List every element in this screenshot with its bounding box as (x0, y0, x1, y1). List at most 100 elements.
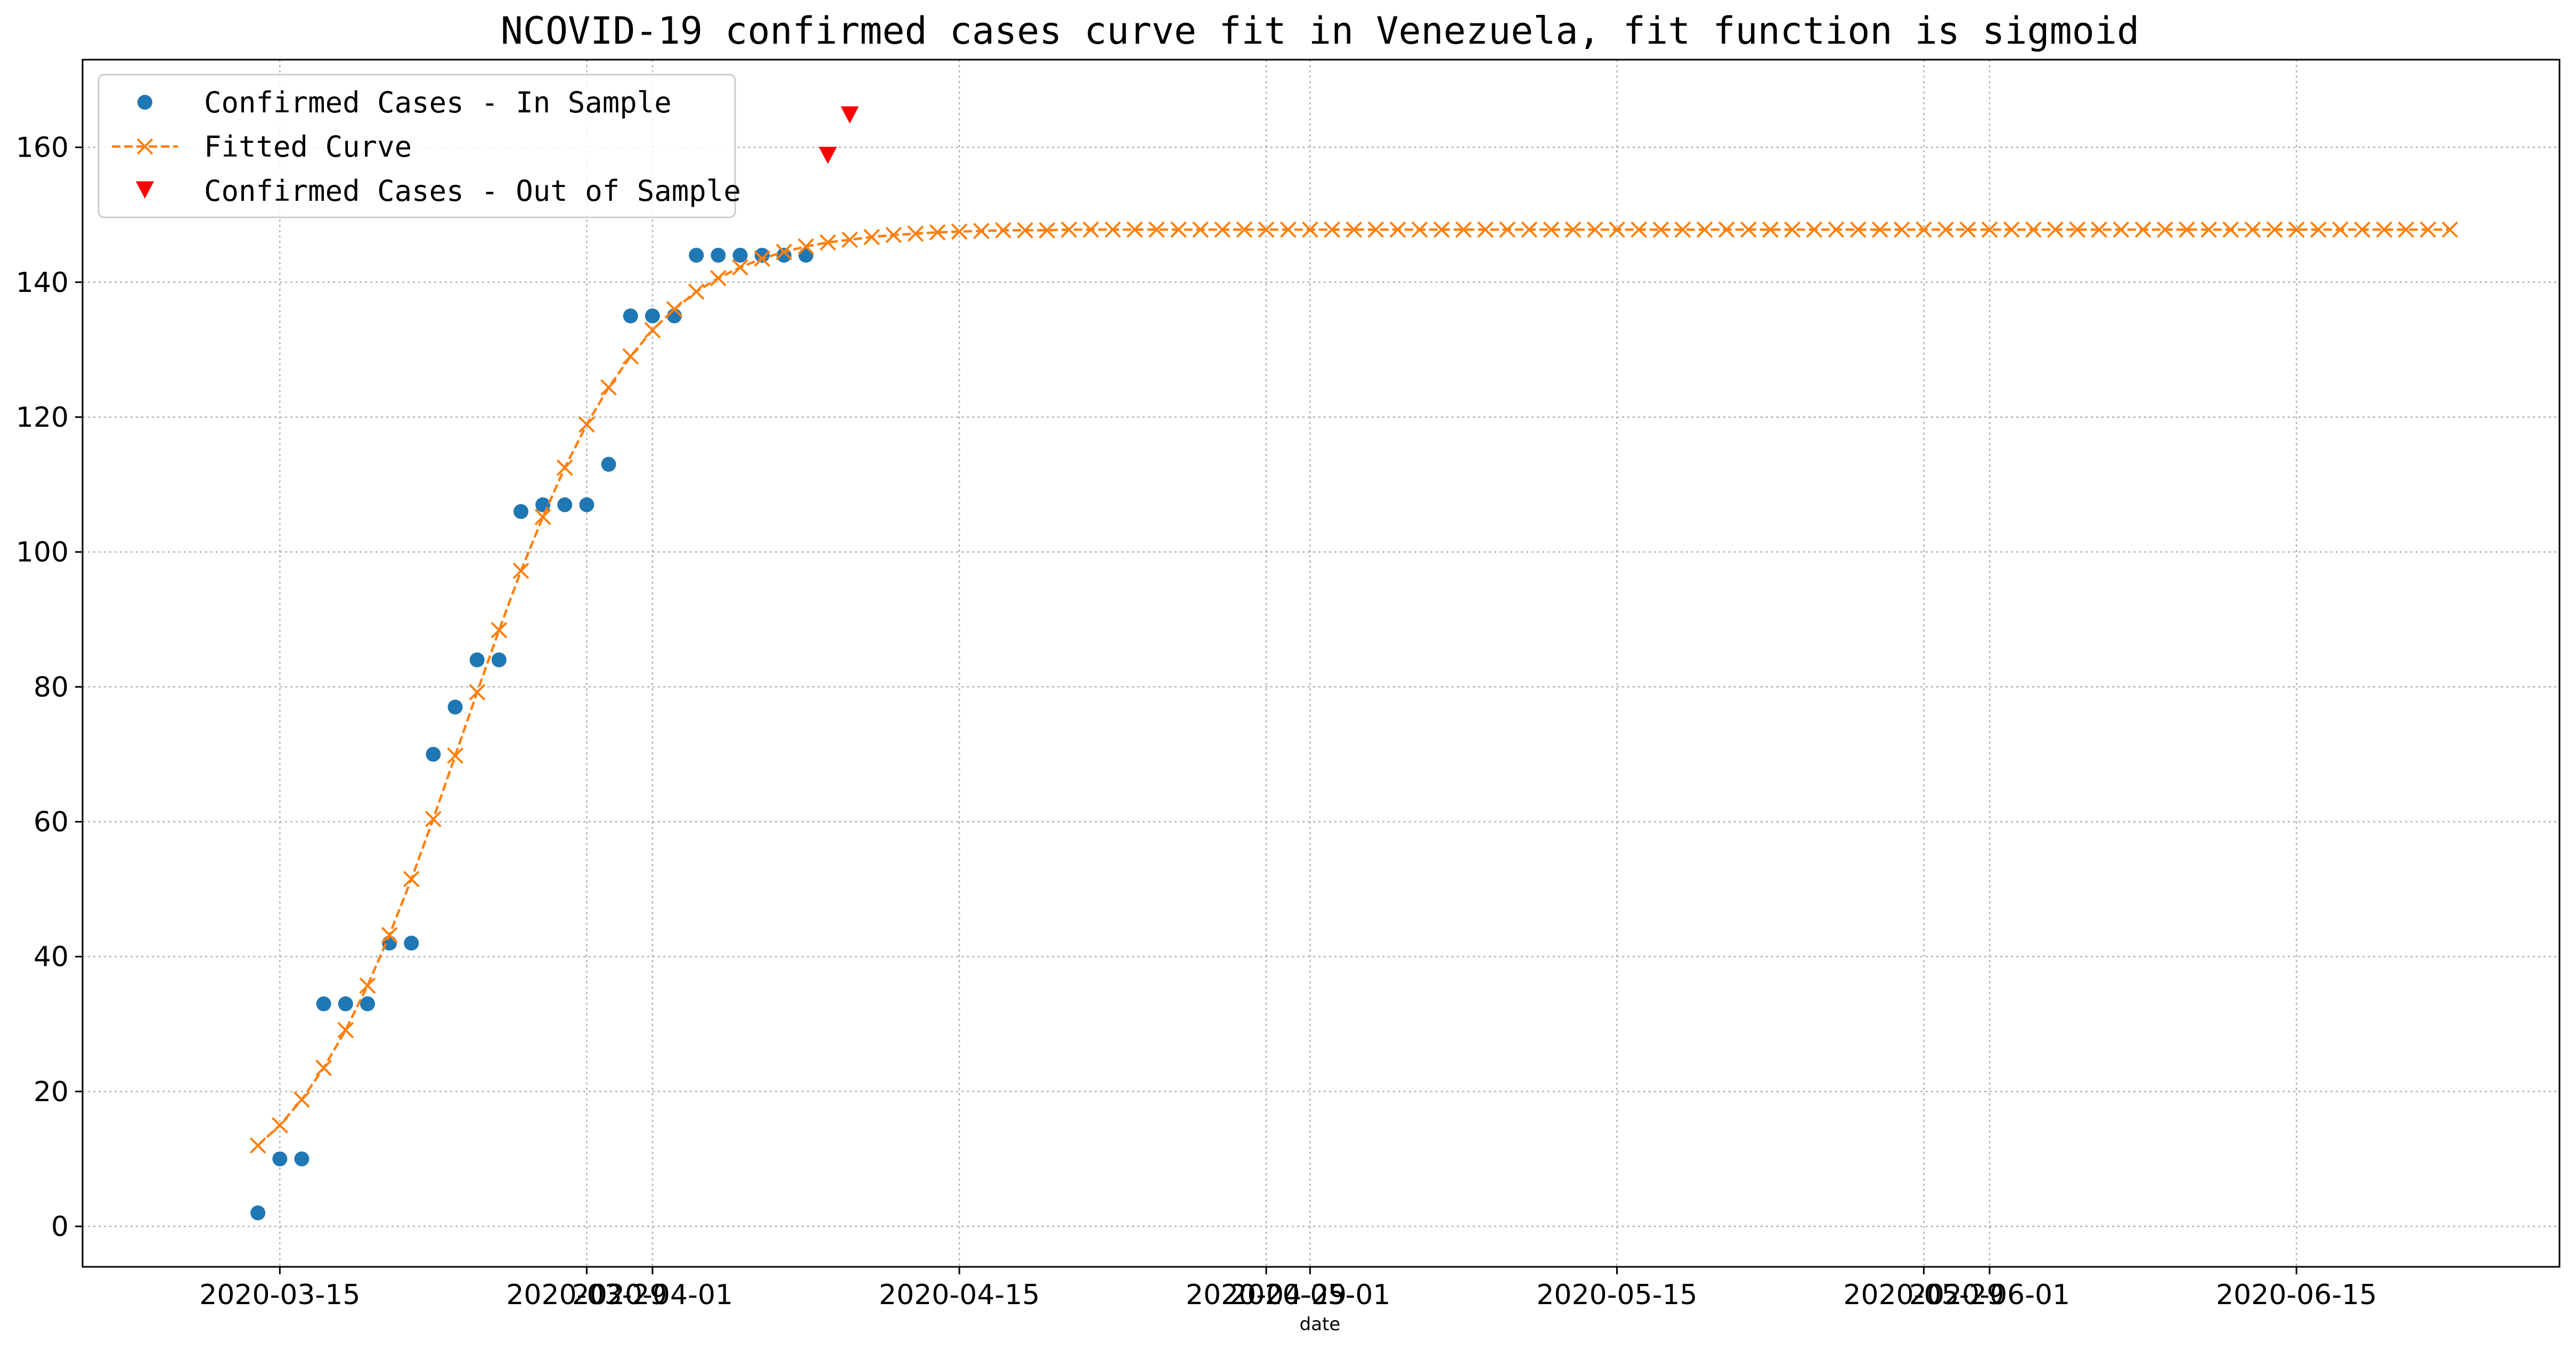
fitted-curve-point (1411, 221, 1428, 238)
fitted-curve-point (1894, 221, 1910, 238)
fitted-curve-point (294, 1091, 310, 1108)
fitted-curve-point (1631, 221, 1648, 238)
fitted-curve-point (2441, 221, 2458, 238)
in-sample-point (689, 248, 704, 263)
x-tick-label: 2020-06-15 (2216, 1279, 2377, 1311)
fitted-curve-point (907, 225, 924, 242)
in-sample-point (754, 248, 770, 263)
fitted-curve-point (1455, 221, 1472, 238)
fitted-curve-point (1039, 222, 1056, 239)
fitted-curve-point (1740, 221, 1757, 238)
fitted-curve-point (841, 231, 858, 248)
fitted-curve-point (2113, 221, 2130, 238)
fitted-curve-point (666, 300, 683, 318)
fitted-curve-point (534, 508, 551, 525)
x-tick-label: 2020-03-29 (506, 1279, 667, 1311)
fitted-curve-point (1302, 221, 1318, 238)
fitted-curve-point (447, 747, 463, 764)
axis-ticks: 0 20 40 60 80 100 120 140 160 2020-03-15 2020-03-2… (16, 132, 2377, 1311)
fitted-curve-point (1192, 221, 1209, 238)
fitted-curve-point (885, 226, 902, 243)
fitted-curve-point (2134, 221, 2151, 238)
fitted-curve-point (1915, 221, 1933, 238)
fitted-curve-point (2025, 221, 2042, 238)
legend-label: Fitted Curve (204, 130, 412, 164)
y-tick-label: 0 (51, 1211, 69, 1243)
fitted-curve-point (2354, 221, 2371, 238)
fitted-curve-point (2288, 221, 2305, 238)
x-tick-label: 2020-05-29 (1844, 1279, 2004, 1311)
x-tick-label: 2020-04-01 (572, 1279, 733, 1311)
in-sample-point (447, 699, 463, 715)
fitted-curve-point (1214, 221, 1231, 238)
fitted-curve-point (1126, 221, 1143, 238)
fitted-curve-point (1170, 221, 1187, 238)
x-tick-label: 2020-04-15 (879, 1279, 1040, 1311)
fitted-curve-point (2003, 221, 2020, 238)
legend-label: Confirmed Cases - Out of Sample (204, 174, 741, 208)
plot-frame (81, 59, 2561, 1268)
fitted-curve-point (512, 563, 529, 579)
in-sample-point (272, 1151, 288, 1167)
fitted-curve-point (315, 1060, 332, 1076)
y-tick-label: 120 (16, 402, 69, 434)
fitted-curve-point (1477, 221, 1494, 238)
in-sample-point (250, 1205, 266, 1220)
fitted-curve-point (644, 322, 661, 339)
fitted-curve-point (1959, 221, 1976, 238)
fitted-curve-point (469, 684, 486, 701)
fitted-curve-point (425, 811, 442, 827)
legend-label: Confirmed Cases - In Sample (204, 86, 672, 119)
fitted-curve-point (710, 270, 727, 287)
in-sample-point (426, 746, 441, 762)
legend-item: Confirmed Cases - In Sample (137, 86, 672, 119)
in-sample-point (601, 457, 616, 472)
fitted-curve-point (1652, 221, 1669, 238)
fitted-curve-point (2310, 221, 2327, 238)
fitted-curve-point (2398, 221, 2415, 238)
fitted-curve-point (2156, 221, 2173, 238)
in-sample-point (469, 652, 485, 668)
fitted-curve-point (1104, 221, 1121, 238)
fitted-curve-point (2419, 221, 2436, 238)
fitted-curve-point (1346, 221, 1363, 238)
fitted-curve-point (1367, 221, 1384, 238)
fitted-curve-point (1674, 221, 1691, 238)
legend: Confirmed Cases - In Sample Fitted Curve C… (97, 74, 741, 218)
fitted-curve-point (271, 1117, 288, 1134)
fitted-curve-point (1849, 221, 1866, 238)
fitted-curve-point (359, 977, 376, 994)
fitted-curve-point (951, 223, 968, 240)
fitted-curve-point (732, 259, 748, 276)
fitted-curve-point (1061, 221, 1078, 238)
fitted-curve-point (2332, 221, 2349, 238)
x-tick-label: 2020-03-15 (199, 1279, 360, 1311)
fitted-curve-point (754, 250, 771, 267)
fitted-curve-point (1564, 221, 1582, 238)
fitted-curve-point (1762, 221, 1779, 238)
legend-marker-in-sample (137, 95, 152, 110)
fitted-curve-point (578, 416, 595, 433)
fitted-curve-point (622, 348, 639, 365)
legend-marker-out-of-sample (136, 181, 154, 199)
fitted-curve-point (1258, 221, 1275, 238)
fitted-curve-point (1148, 221, 1165, 238)
fitted-curve-point (1696, 221, 1713, 238)
in-sample-point (579, 497, 594, 512)
fitted-curve-point (1806, 221, 1823, 238)
fitted-curve-point (1389, 221, 1406, 238)
legend-box (97, 74, 736, 218)
fitted-curve-point (1499, 221, 1516, 238)
in-sample-point (338, 996, 353, 1012)
fitted-curve-point (2091, 221, 2108, 238)
in-sample-point (294, 1151, 309, 1167)
fitted-curve-point (776, 243, 793, 261)
in-sample-point (404, 935, 419, 951)
fitted-curve-point (1082, 221, 1099, 238)
fitted-curve-point (994, 222, 1012, 239)
fitted-curve-point (2376, 221, 2393, 238)
legend-item: Confirmed Cases - Out of Sample (136, 174, 741, 208)
in-sample-point (535, 497, 551, 512)
x-tick-label: 2020-06-01 (1909, 1279, 2070, 1311)
fitted-curve-point (1433, 221, 1450, 238)
